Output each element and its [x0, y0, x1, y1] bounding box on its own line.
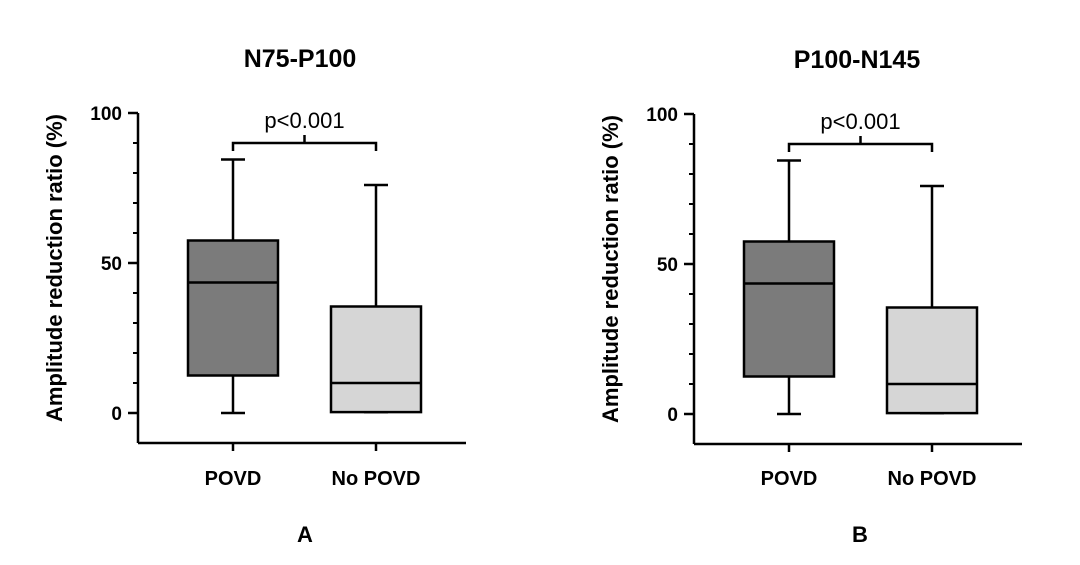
x-tick-label: No POVD: [888, 468, 977, 490]
chart-panel-a: N75-P100 Amplitude reduction ratio (%) 0 50…: [42, 45, 466, 547]
y-axis-label: Amplitude reduction ratio (%): [598, 115, 623, 423]
significance-bracket: p<0.001: [787, 109, 934, 152]
iqr-box: [329, 305, 423, 414]
iqr-box: [885, 306, 979, 415]
iqr-box: [186, 239, 280, 377]
bracket-line: [231, 141, 378, 151]
significance-label: p<0.001: [264, 108, 344, 133]
x-tick-label: No POVD: [332, 468, 421, 490]
box-no-povd: [885, 184, 979, 415]
y-tick-label: 50: [101, 254, 122, 275]
x-tick-label: POVD: [205, 468, 262, 490]
y-tick-label: 100: [90, 104, 122, 125]
y-axis-label: Amplitude reduction ratio (%): [42, 114, 67, 422]
y-tick-label: 100: [646, 105, 678, 126]
chart-title: P100-N145: [794, 46, 921, 74]
y-tick-label: 0: [667, 405, 678, 426]
bracket-line: [787, 142, 934, 152]
box-povd: [186, 158, 280, 415]
box-no-povd: [329, 183, 423, 414]
significance-label: p<0.001: [820, 109, 900, 134]
y-tick-label: 0: [111, 404, 122, 425]
box-povd: [742, 159, 836, 416]
chart-panel-b: P100-N145 Amplitude reduction ratio (%) 0 5…: [598, 46, 1022, 547]
iqr-box: [742, 240, 836, 378]
panel-letter: B: [852, 522, 868, 547]
y-tick-label: 50: [657, 255, 678, 276]
chart-title: N75-P100: [244, 45, 357, 73]
significance-bracket: p<0.001: [231, 108, 378, 151]
x-tick-label: POVD: [761, 468, 818, 490]
panel-letter: A: [297, 522, 313, 547]
